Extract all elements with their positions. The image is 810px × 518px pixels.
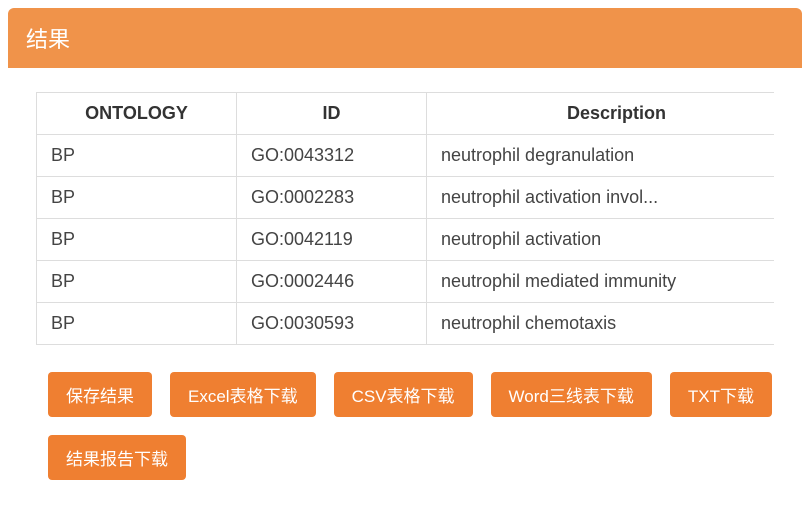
cell-description: neutrophil activation <box>427 219 775 261</box>
cell-id: GO:0002283 <box>237 177 427 219</box>
col-header-description: Description <box>427 93 775 135</box>
cell-description: neutrophil mediated immunity <box>427 261 775 303</box>
cell-id: GO:0043312 <box>237 135 427 177</box>
cell-id: GO:0002446 <box>237 261 427 303</box>
table-row: BP GO:0002283 neutrophil activation invo… <box>37 177 775 219</box>
cell-ontology: BP <box>37 303 237 345</box>
cell-ontology: BP <box>37 177 237 219</box>
cell-description: neutrophil chemotaxis <box>427 303 775 345</box>
cell-id: GO:0042119 <box>237 219 427 261</box>
download-report-button[interactable]: 结果报告下载 <box>48 435 186 480</box>
cell-description: neutrophil degranulation <box>427 135 775 177</box>
download-excel-button[interactable]: Excel表格下载 <box>170 372 316 417</box>
cell-ontology: BP <box>37 219 237 261</box>
download-txt-button[interactable]: TXT下载 <box>670 372 772 417</box>
table-row: BP GO:0042119 neutrophil activation <box>37 219 775 261</box>
save-results-button[interactable]: 保存结果 <box>48 372 152 417</box>
table-row: BP GO:0030593 neutrophil chemotaxis <box>37 303 775 345</box>
table-row: BP GO:0043312 neutrophil degranulation <box>37 135 775 177</box>
download-word-button[interactable]: Word三线表下载 <box>491 372 652 417</box>
col-header-id: ID <box>237 93 427 135</box>
table-scroll-container[interactable]: ONTOLOGY ID Description BP GO:0043312 ne… <box>36 92 774 346</box>
cell-description: neutrophil activation invol... <box>427 177 775 219</box>
panel-title: 结果 <box>8 8 802 68</box>
table-header-row: ONTOLOGY ID Description <box>37 93 775 135</box>
results-panel: 结果 ONTOLOGY ID Description BP GO:0043312 <box>8 8 802 490</box>
download-csv-button[interactable]: CSV表格下载 <box>334 372 473 417</box>
table-row: BP GO:0002446 neutrophil mediated immuni… <box>37 261 775 303</box>
col-header-ontology: ONTOLOGY <box>37 93 237 135</box>
results-table: ONTOLOGY ID Description BP GO:0043312 ne… <box>36 92 774 345</box>
panel-body: ONTOLOGY ID Description BP GO:0043312 ne… <box>8 68 802 490</box>
cell-id: GO:0030593 <box>237 303 427 345</box>
cell-ontology: BP <box>37 261 237 303</box>
download-button-row: 保存结果 Excel表格下载 CSV表格下载 Word三线表下载 TXT下载 结… <box>36 372 774 480</box>
cell-ontology: BP <box>37 135 237 177</box>
